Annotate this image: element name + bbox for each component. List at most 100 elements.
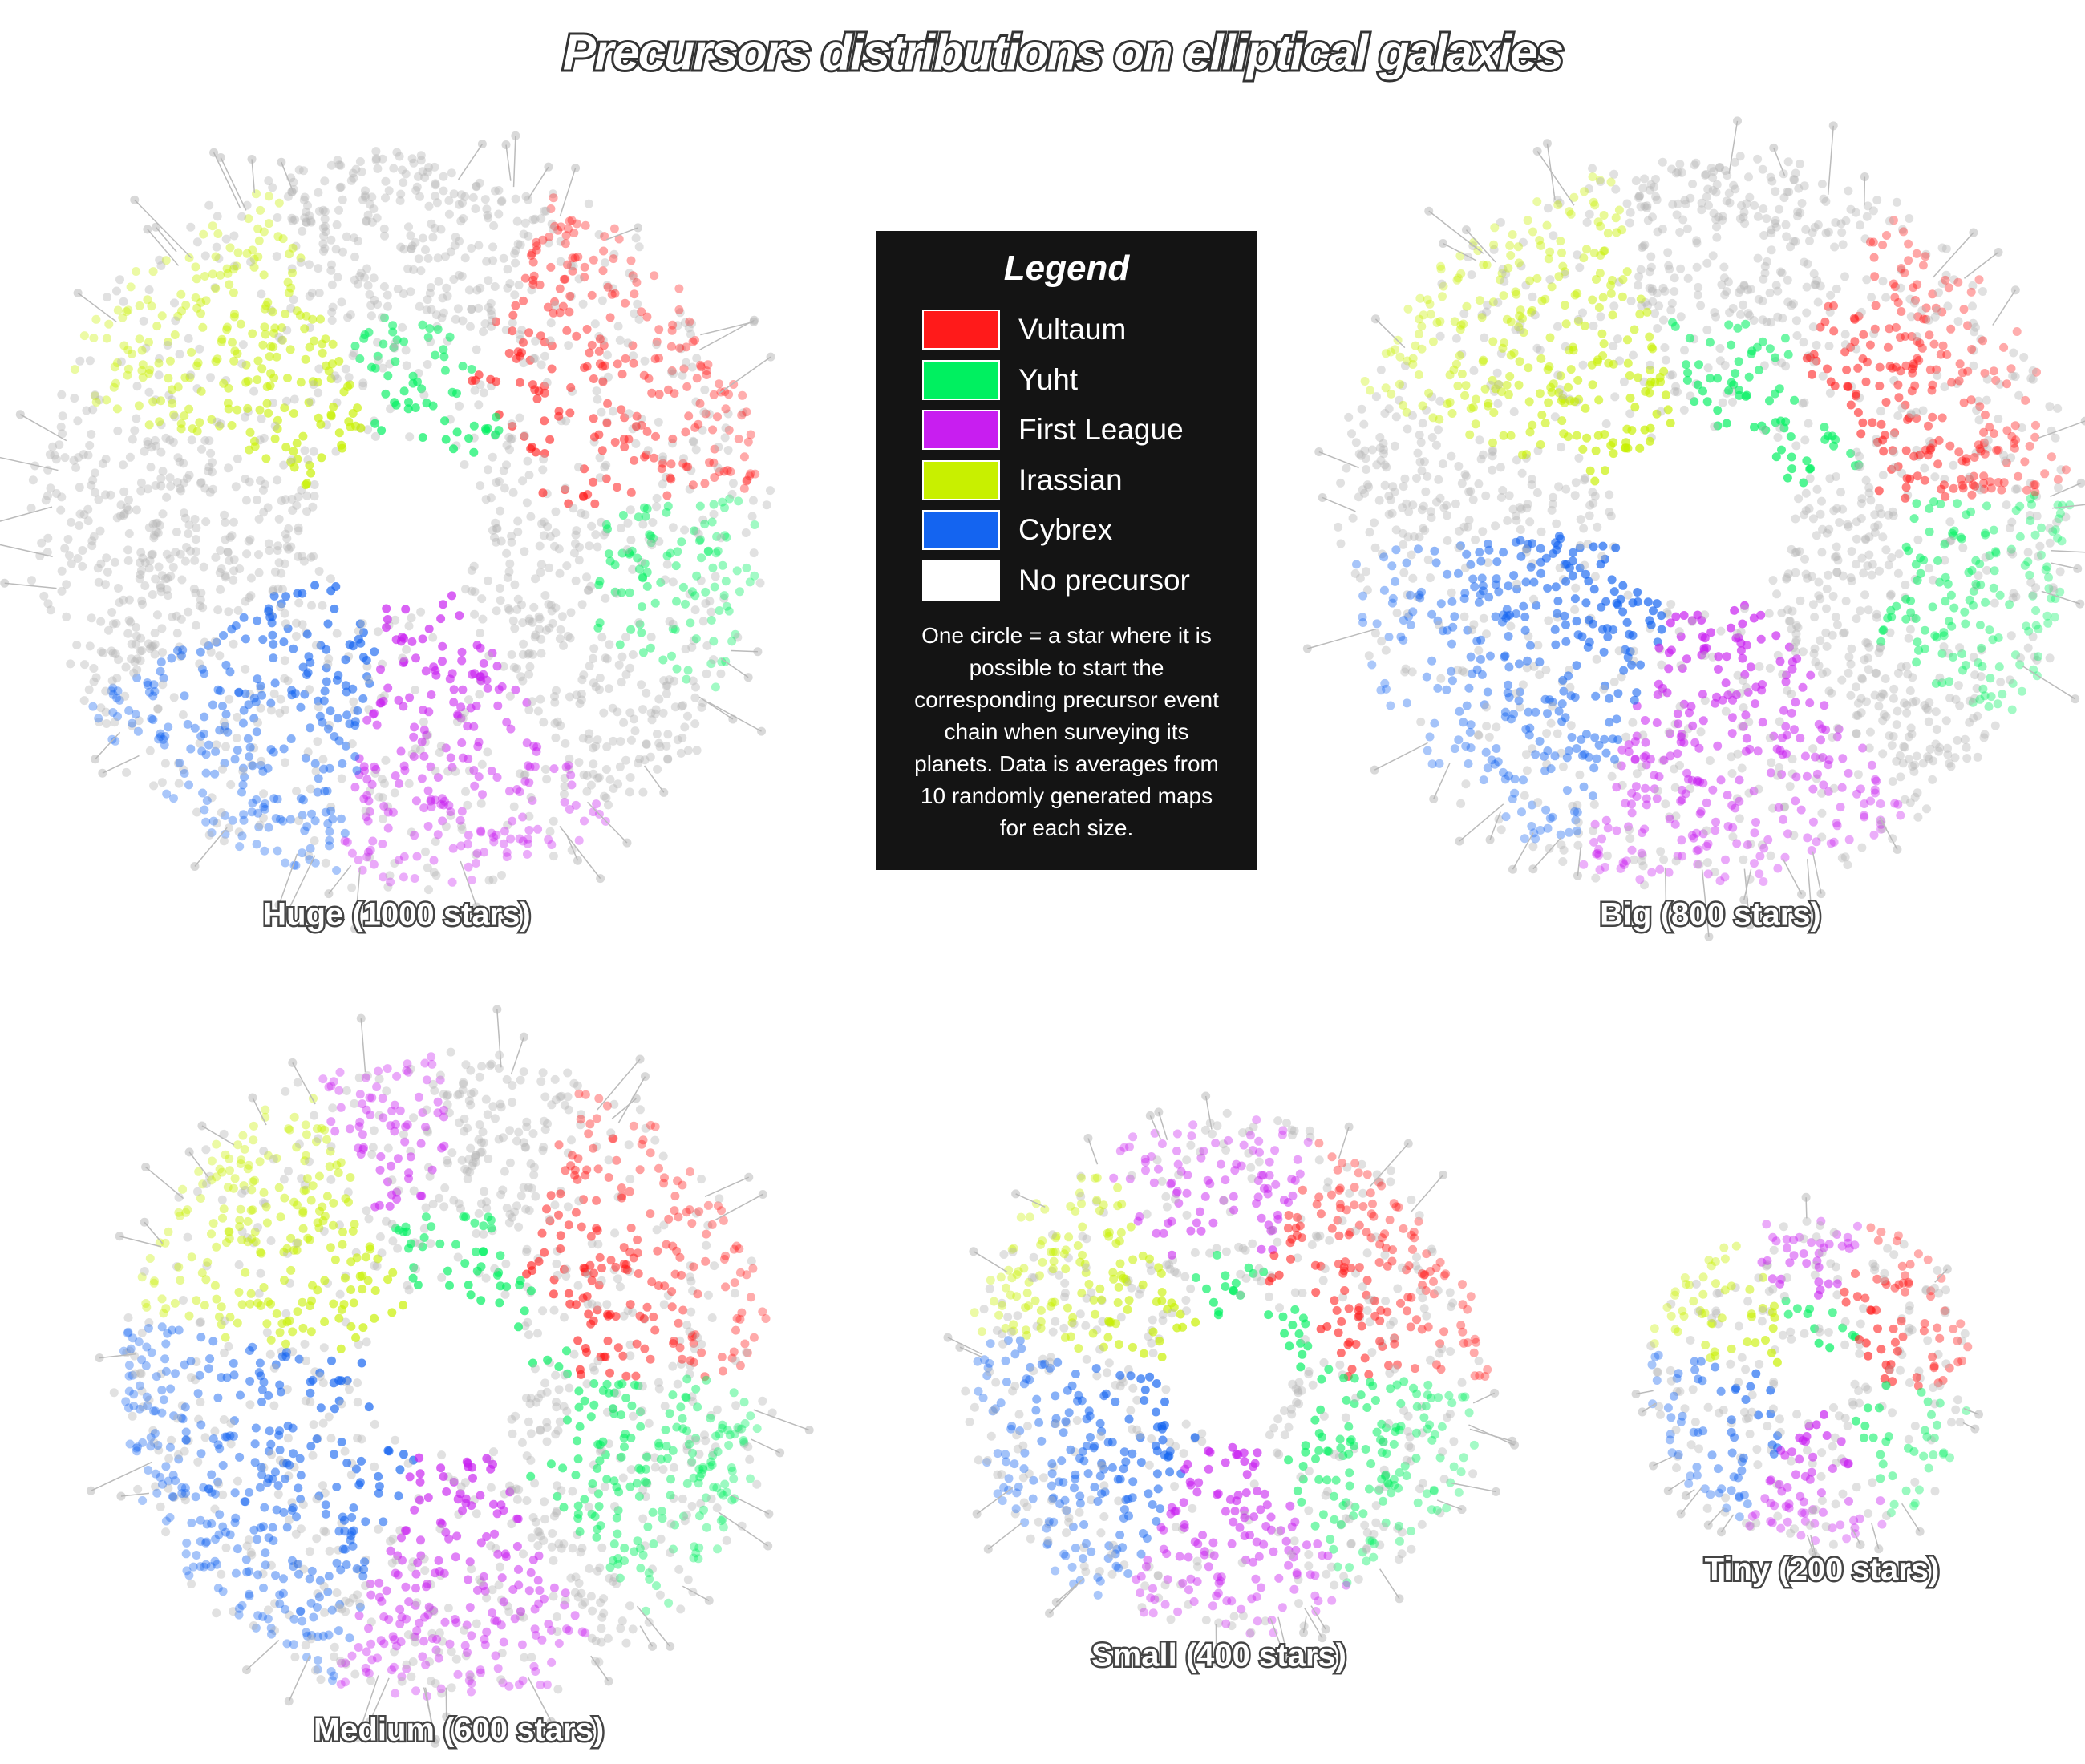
star — [526, 793, 536, 802]
star — [1860, 811, 1869, 820]
star — [550, 301, 560, 310]
star — [1773, 286, 1783, 296]
star — [374, 356, 383, 365]
star — [626, 708, 635, 718]
star — [383, 371, 393, 381]
star — [2020, 457, 2030, 467]
star — [1893, 706, 1902, 716]
star — [1900, 268, 1909, 277]
star — [572, 219, 581, 229]
star — [127, 639, 136, 649]
star — [1804, 419, 1813, 428]
star — [1830, 242, 1840, 252]
star — [1994, 662, 2004, 672]
star — [1646, 755, 1655, 764]
star — [361, 186, 370, 196]
star — [101, 686, 111, 696]
star — [1646, 423, 1655, 433]
star — [652, 340, 662, 350]
star — [281, 592, 291, 601]
star — [1515, 357, 1524, 366]
star — [364, 796, 374, 806]
star — [1875, 381, 1885, 390]
star — [482, 257, 492, 266]
star — [1722, 287, 1731, 296]
star — [363, 210, 373, 220]
star — [439, 800, 448, 810]
star — [148, 691, 158, 701]
star — [1655, 864, 1665, 874]
star — [1773, 433, 1783, 442]
star — [1791, 698, 1800, 707]
star — [524, 617, 534, 625]
star — [755, 578, 765, 588]
star — [173, 759, 183, 768]
star — [1507, 714, 1516, 724]
star — [247, 760, 257, 770]
star — [401, 605, 411, 614]
star — [1541, 553, 1551, 563]
star — [305, 260, 314, 269]
star — [583, 585, 593, 595]
star — [458, 362, 468, 371]
star — [1438, 292, 1447, 301]
star — [1821, 196, 1831, 206]
star — [1605, 694, 1614, 703]
star — [1924, 717, 1933, 726]
star — [547, 606, 557, 616]
star — [301, 480, 310, 490]
star — [1590, 476, 1600, 486]
star — [225, 556, 234, 565]
star — [199, 562, 208, 572]
star — [144, 338, 153, 347]
star — [101, 707, 111, 717]
star — [1504, 581, 1513, 591]
star — [367, 192, 377, 202]
star — [62, 612, 71, 621]
star — [502, 848, 512, 857]
star — [298, 552, 307, 561]
star — [1525, 276, 1535, 285]
star — [140, 447, 149, 456]
star — [410, 722, 419, 732]
star — [102, 334, 111, 343]
star — [1765, 288, 1775, 297]
star — [1852, 682, 1860, 692]
star — [321, 807, 330, 817]
star — [234, 827, 244, 837]
star — [539, 455, 549, 464]
star — [1461, 742, 1471, 751]
star — [277, 157, 286, 167]
star — [536, 649, 546, 658]
star — [1823, 364, 1832, 374]
star — [252, 727, 261, 737]
star — [300, 324, 310, 334]
star — [1511, 325, 1520, 334]
star — [638, 573, 648, 583]
star — [253, 252, 263, 261]
star — [237, 359, 247, 369]
star — [1840, 330, 1850, 339]
star — [101, 490, 111, 500]
star — [1535, 346, 1545, 354]
star — [458, 685, 468, 694]
star — [1704, 200, 1713, 210]
star — [447, 877, 457, 887]
star — [1621, 732, 1631, 742]
star — [613, 707, 622, 717]
star — [523, 761, 532, 771]
star — [559, 274, 569, 284]
star — [621, 670, 631, 679]
star — [1860, 590, 1870, 600]
star — [519, 338, 528, 347]
star — [1570, 491, 1580, 500]
star — [1752, 342, 1762, 352]
star — [749, 548, 759, 558]
star — [1912, 751, 1921, 761]
star — [1479, 586, 1488, 596]
star — [1609, 678, 1619, 686]
star — [1904, 239, 1913, 249]
star — [209, 148, 219, 157]
star — [1609, 587, 1619, 597]
star — [1825, 474, 1835, 483]
